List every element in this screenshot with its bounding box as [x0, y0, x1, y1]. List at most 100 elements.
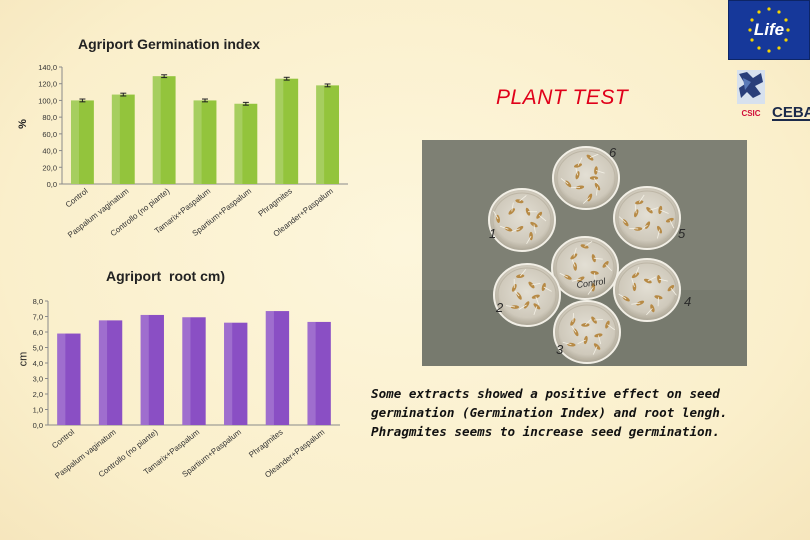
root-sprout	[618, 293, 627, 300]
bar-highlight	[275, 78, 284, 184]
dish-1	[488, 188, 556, 252]
root-sprout	[647, 276, 657, 282]
root-sprout	[560, 178, 569, 185]
bar	[234, 103, 258, 184]
bar	[193, 100, 217, 184]
y-tick-label: 5,0	[33, 344, 43, 353]
root-sprout	[533, 306, 538, 315]
y-tick-label: 0,0	[33, 421, 43, 430]
seed	[633, 227, 643, 231]
bar-highlight	[182, 317, 191, 425]
bar-highlight	[57, 333, 66, 425]
y-tick-label: 140,0	[38, 63, 57, 72]
root-sprout	[657, 229, 660, 239]
seed	[591, 316, 597, 324]
y-tick-label: 0,0	[47, 180, 57, 189]
root-sprout	[594, 272, 596, 282]
root-sprout	[605, 264, 613, 272]
root-sprout	[635, 266, 640, 276]
root-sprout	[631, 302, 641, 305]
germination-chart-svg: 0,0 20,0 40,0 60,0 80,0 100,0 120,0 140,0 Contro…	[38, 63, 348, 240]
y-tick-label: 1,0	[33, 406, 43, 415]
seed	[658, 205, 663, 215]
dish-rim	[556, 150, 616, 206]
csic-logo: CSIC	[733, 68, 773, 120]
root-sprout	[559, 272, 569, 278]
seed	[508, 208, 516, 215]
seed	[570, 253, 578, 260]
y-tick-label: 6,0	[33, 328, 43, 337]
bar-highlight	[193, 100, 202, 184]
y-tick-label: 20,0	[42, 163, 57, 172]
x-tick-label: Phragmites	[247, 427, 284, 459]
root-sprout	[607, 324, 615, 331]
dish-label-control: Control	[576, 276, 607, 290]
dish-rim	[617, 262, 677, 318]
dish-rim	[497, 267, 557, 323]
root-sprout	[493, 210, 499, 220]
seed	[516, 274, 525, 279]
bar	[140, 314, 164, 425]
root-sprout	[584, 241, 593, 247]
root-sprout	[511, 228, 520, 233]
root-sprout	[571, 258, 576, 267]
root-sprout	[543, 286, 552, 292]
seed	[654, 295, 663, 300]
y-tick-label: 120,0	[38, 80, 57, 89]
seed	[631, 272, 640, 279]
dish-label-3: 3	[556, 342, 564, 357]
chart-title: Agriport root cm)	[106, 268, 225, 284]
root-sprout	[519, 268, 527, 277]
root-sprout	[573, 247, 577, 257]
seed	[515, 199, 524, 204]
y-tick-label: 8,0	[33, 297, 43, 306]
root-sprout	[646, 307, 653, 316]
root-sprout	[562, 341, 572, 346]
bar-highlight	[98, 320, 108, 425]
y-tick-label: 4,0	[33, 359, 43, 368]
dish-label-2: 2	[495, 300, 504, 315]
root-sprout	[598, 335, 602, 345]
dish-4	[613, 258, 681, 322]
root-sprout	[577, 157, 583, 166]
bar	[265, 311, 290, 425]
root-sprout	[577, 339, 586, 345]
bar	[111, 94, 135, 184]
dish-5	[613, 186, 681, 250]
bar	[275, 78, 299, 184]
dish-2	[493, 263, 561, 327]
x-tick-label: Control	[50, 427, 76, 450]
seed	[530, 221, 538, 228]
root-sprout	[618, 216, 626, 224]
bar-highlight	[140, 314, 149, 425]
cebas-logo: CEBAS	[770, 100, 810, 124]
bar	[152, 76, 176, 184]
root-sprout	[499, 225, 509, 230]
y-tick-label: 80,0	[42, 113, 57, 122]
y-axis-label: cm	[17, 351, 30, 367]
root-sprout	[531, 282, 541, 286]
seed	[573, 163, 583, 168]
root-sprout	[538, 214, 547, 222]
root-sprout	[572, 313, 575, 323]
cebas-logo-text: CEBAS	[772, 104, 810, 121]
seed	[581, 323, 590, 327]
root-length-chart: Agriport root cm) cm 0,0 1,0 2,0 3,0 4,0 5,0 6…	[17, 265, 358, 505]
summary-caption: Some extracts showed a positive effect o…	[371, 386, 728, 439]
csic-logo-text: CSIC	[741, 109, 760, 118]
root-sprout	[594, 318, 604, 321]
chart-title: Agriport Germination index	[78, 36, 261, 52]
root-chart-svg: 0,01,02,03,04,05,06,07,08,0ControlPaspal…	[33, 297, 340, 481]
root-sprout	[518, 304, 527, 310]
germination-index-chart: Agriport Germination index % 0,0 20,0 40,0…	[17, 30, 358, 260]
y-tick-label: 40,0	[42, 147, 57, 156]
seed	[635, 200, 644, 205]
seed	[591, 283, 596, 292]
root-sprout	[629, 228, 639, 230]
dish-rim	[617, 190, 677, 246]
bar	[316, 85, 340, 184]
seed	[533, 303, 541, 310]
dish-rim	[492, 192, 552, 248]
root-sprout	[638, 194, 645, 203]
dish-label-4: 4	[684, 294, 691, 309]
